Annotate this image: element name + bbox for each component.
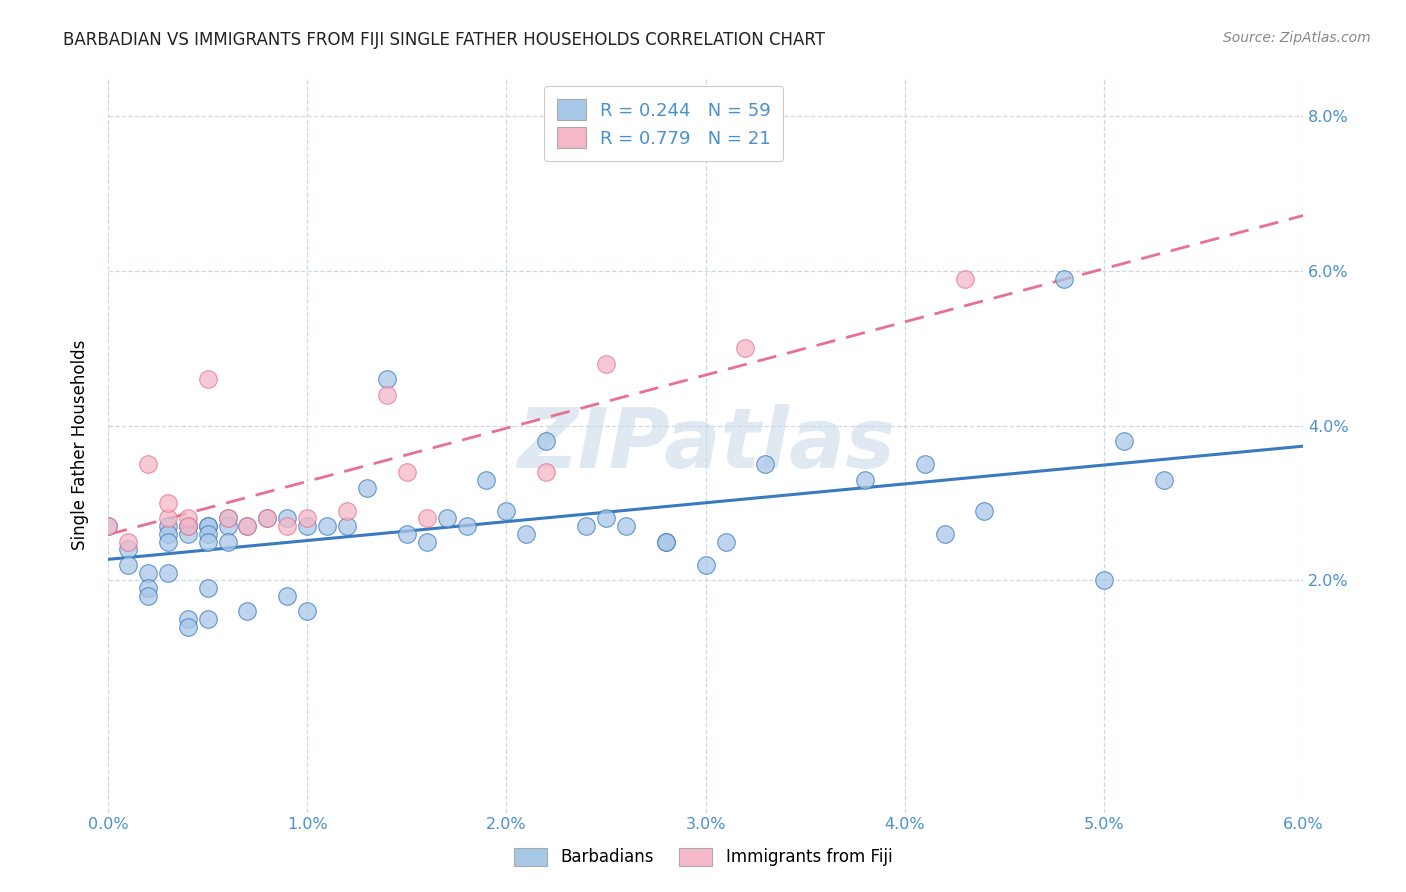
Point — [156, 511, 179, 525]
Point — [217, 519, 239, 533]
Point — [395, 527, 418, 541]
Point — [197, 372, 219, 386]
Point — [136, 589, 159, 603]
Point — [197, 581, 219, 595]
Point — [256, 511, 278, 525]
Point — [595, 357, 617, 371]
Point — [136, 581, 159, 595]
Point — [197, 534, 219, 549]
Point — [316, 519, 339, 533]
Point — [375, 387, 398, 401]
Point — [117, 558, 139, 572]
Point — [295, 519, 318, 533]
Point — [97, 519, 120, 533]
Point — [515, 527, 537, 541]
Point — [176, 511, 198, 525]
Point — [575, 519, 598, 533]
Point — [655, 534, 678, 549]
Point — [176, 519, 198, 533]
Point — [655, 534, 678, 549]
Point — [436, 511, 458, 525]
Point — [973, 504, 995, 518]
Point — [395, 465, 418, 479]
Point — [614, 519, 637, 533]
Point — [754, 458, 776, 472]
Point — [595, 511, 617, 525]
Point — [336, 519, 359, 533]
Point — [495, 504, 517, 518]
Point — [136, 566, 159, 580]
Point — [117, 542, 139, 557]
Point — [356, 481, 378, 495]
Point — [475, 473, 498, 487]
Point — [197, 527, 219, 541]
Point — [536, 434, 558, 449]
Point — [734, 341, 756, 355]
Point — [336, 504, 359, 518]
Point — [156, 527, 179, 541]
Point — [1153, 473, 1175, 487]
Point — [415, 534, 437, 549]
Point — [415, 511, 437, 525]
Point — [156, 566, 179, 580]
Point — [156, 496, 179, 510]
Text: Source: ZipAtlas.com: Source: ZipAtlas.com — [1223, 31, 1371, 45]
Point — [176, 527, 198, 541]
Point — [117, 534, 139, 549]
Point — [1092, 574, 1115, 588]
Point — [276, 519, 298, 533]
Point — [176, 519, 198, 533]
Point — [197, 612, 219, 626]
Point — [156, 534, 179, 549]
Point — [217, 534, 239, 549]
Point — [197, 519, 219, 533]
Point — [156, 519, 179, 533]
Point — [197, 519, 219, 533]
Point — [1053, 271, 1076, 285]
Point — [236, 519, 259, 533]
Point — [456, 519, 478, 533]
Point — [256, 511, 278, 525]
Legend: Barbadians, Immigrants from Fiji: Barbadians, Immigrants from Fiji — [508, 841, 898, 873]
Point — [536, 465, 558, 479]
Point — [217, 511, 239, 525]
Point — [853, 473, 876, 487]
Point — [236, 519, 259, 533]
Point — [176, 519, 198, 533]
Legend: R = 0.244   N = 59, R = 0.779   N = 21: R = 0.244 N = 59, R = 0.779 N = 21 — [544, 87, 783, 161]
Point — [97, 519, 120, 533]
Point — [276, 589, 298, 603]
Point — [953, 271, 976, 285]
Point — [136, 458, 159, 472]
Point — [295, 604, 318, 618]
Point — [176, 612, 198, 626]
Point — [295, 511, 318, 525]
Text: ZIPatlas: ZIPatlas — [516, 404, 894, 485]
Point — [714, 534, 737, 549]
Point — [217, 511, 239, 525]
Point — [375, 372, 398, 386]
Point — [236, 604, 259, 618]
Point — [695, 558, 717, 572]
Point — [934, 527, 956, 541]
Point — [1112, 434, 1135, 449]
Point — [176, 620, 198, 634]
Text: BARBADIAN VS IMMIGRANTS FROM FIJI SINGLE FATHER HOUSEHOLDS CORRELATION CHART: BARBADIAN VS IMMIGRANTS FROM FIJI SINGLE… — [63, 31, 825, 49]
Y-axis label: Single Father Households: Single Father Households — [72, 340, 89, 550]
Point — [276, 511, 298, 525]
Point — [914, 458, 936, 472]
